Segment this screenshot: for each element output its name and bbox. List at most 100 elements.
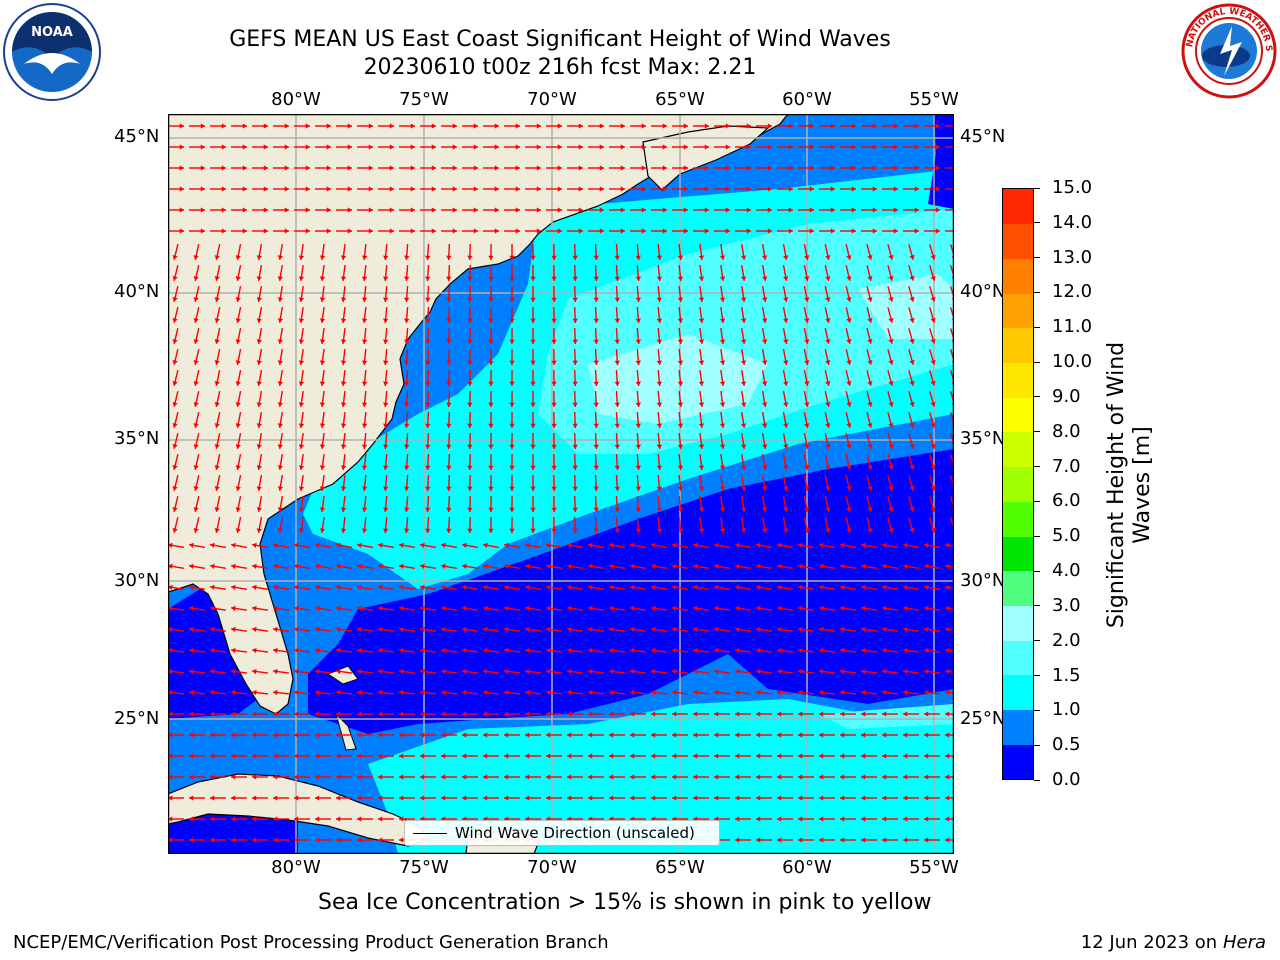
wave-direction-arrowhead (830, 123, 835, 129)
wave-direction-arrowhead (193, 360, 199, 365)
wave-direction-arrowhead (214, 486, 220, 491)
wave-direction-arrowhead (189, 584, 194, 591)
wave-direction-arrowhead (315, 605, 320, 612)
wave-direction-arrowhead (735, 795, 740, 801)
wave-direction-arrowhead (578, 123, 583, 129)
wave-direction-arrowhead (756, 837, 761, 843)
wave-direction-arrowhead (410, 228, 415, 234)
wave-direction-arrowhead (483, 732, 488, 738)
wave-direction-arrowhead (298, 465, 305, 470)
wave-direction-arrowhead (809, 186, 814, 192)
wave-direction-arrowhead (740, 486, 747, 491)
wave-direction-arrowhead (551, 339, 557, 344)
wave-direction-arrowhead (210, 795, 215, 801)
wave-direction-arrowhead (515, 207, 520, 213)
wave-direction-arrowhead (231, 584, 236, 591)
wave-direction-arrowhead (762, 528, 768, 533)
wave-direction-arrowhead (399, 816, 404, 822)
wave-direction-arrowhead (825, 444, 831, 449)
wave-direction-arrowhead (888, 338, 894, 344)
wave-direction-arrowhead (340, 255, 347, 260)
wave-direction-arrowhead (441, 563, 446, 570)
wave-direction-arrowhead (525, 795, 530, 801)
wave-direction-arrowhead (551, 444, 557, 449)
wave-direction-arrowhead (840, 626, 845, 633)
lat-label-left: 30°N (114, 570, 160, 591)
wave-direction-arrowhead (446, 276, 452, 281)
wave-direction-arrowhead (677, 276, 684, 281)
wave-direction-arrowhead (614, 318, 620, 323)
wave-direction-arrowhead (284, 165, 289, 171)
wave-direction-arrowhead (452, 165, 457, 171)
colorbar-tick (1034, 326, 1040, 328)
wave-direction-arrowhead (319, 360, 326, 365)
wave-direction-arrowhead (189, 689, 194, 696)
wave-direction-arrowhead (861, 668, 866, 675)
wave-direction-arrowhead (200, 186, 205, 192)
wave-direction-arrowhead (635, 486, 641, 491)
wave-direction-arrowhead (888, 422, 894, 428)
wave-direction-arrowhead (515, 165, 520, 171)
wave-direction-arrowhead (882, 753, 887, 759)
wave-direction-arrowhead (404, 423, 410, 428)
wave-direction-arrowhead (252, 795, 257, 801)
wave-direction-arrowhead (200, 165, 205, 171)
wave-direction-arrowhead (431, 144, 436, 150)
wave-direction-arrowhead (588, 647, 593, 654)
wave-direction-arrowhead (924, 774, 929, 780)
wave-direction-arrowhead (756, 584, 761, 591)
wave-direction-arrowhead (693, 542, 698, 548)
wave-direction-arrowhead (599, 144, 604, 150)
wave-direction-arrowhead (861, 626, 866, 633)
wave-direction-arrowhead (172, 339, 178, 344)
wave-direction-arrowhead (242, 165, 247, 171)
wave-direction-arrowhead (235, 423, 241, 428)
wave-direction-arrowhead (651, 626, 656, 633)
run-date: 12 Jun 2023 on Hera (1081, 932, 1266, 953)
wave-direction-arrowhead (572, 423, 578, 428)
wave-direction-arrowhead (840, 689, 845, 696)
wave-direction-arrowhead (483, 542, 488, 548)
wave-direction-arrowhead (630, 689, 635, 696)
wave-direction-arrowhead (740, 339, 747, 344)
run-date-text: 12 Jun 2023 on (1080, 932, 1218, 953)
wave-direction-arrowhead (530, 255, 536, 260)
wave-direction-arrowhead (315, 626, 320, 633)
wave-direction-arrowhead (882, 732, 887, 738)
wave-direction-arrowhead (656, 255, 663, 260)
wave-direction-arrowhead (935, 123, 940, 129)
wave-direction-arrowhead (924, 605, 929, 612)
wave-direction-arrowhead (347, 228, 352, 234)
wave-direction-arrowhead (231, 605, 236, 612)
wave-direction-arrowhead (189, 605, 194, 612)
wave-direction-arrowhead (609, 542, 614, 548)
wave-direction-arrowhead (572, 402, 578, 407)
wave-direction-arrowhead (593, 318, 599, 323)
wave-direction-arrowhead (189, 668, 194, 675)
land-bahamas (335, 712, 357, 751)
wave-direction-arrowhead (525, 732, 530, 738)
lon-label-top: 55°W (909, 89, 959, 110)
wave-direction-arrowhead (740, 276, 747, 281)
wave-direction-arrowhead (578, 186, 583, 192)
wave-direction-arrowhead (656, 444, 663, 449)
wave-direction-arrowhead (256, 381, 262, 386)
wave-direction-arrowhead (861, 647, 866, 654)
wave-direction-arrowhead (315, 774, 320, 780)
wave-direction-arrowhead (399, 753, 404, 759)
wave-direction-arrowhead (263, 144, 268, 150)
wave-direction-arrowhead (361, 444, 368, 449)
wave-direction-arrowhead (235, 339, 241, 344)
wave-direction-arrowhead (252, 626, 257, 633)
wave-direction-arrowhead (315, 647, 320, 654)
wave-direction-arrowhead (504, 626, 509, 633)
wave-direction-arrowhead (551, 360, 557, 365)
wave-direction-arrowhead (420, 584, 425, 591)
wave-direction-arrowhead (305, 228, 310, 234)
wave-direction-arrowhead (819, 711, 824, 717)
wave-direction-arrowhead (846, 423, 852, 428)
wave-direction-arrowhead (719, 255, 726, 260)
wave-direction-arrowhead (945, 542, 950, 548)
wave-direction-arrowhead (735, 584, 740, 591)
wave-direction-arrowhead (509, 318, 515, 323)
